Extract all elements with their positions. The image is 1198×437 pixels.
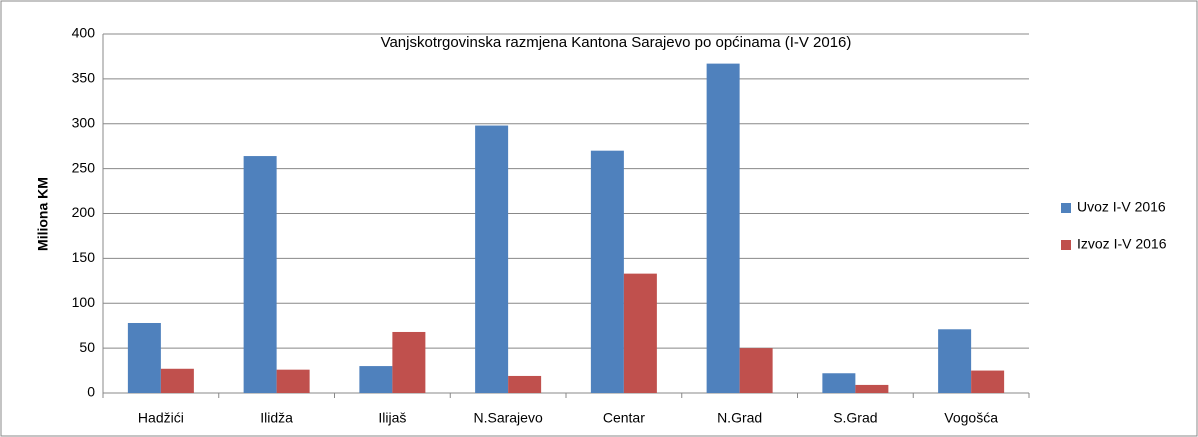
y-tick-label: 400 <box>72 25 96 41</box>
y-axis-title: Miliona KM <box>35 177 51 251</box>
y-tick-label: 300 <box>72 114 96 130</box>
bar <box>276 369 310 393</box>
y-tick-label: 200 <box>72 204 96 220</box>
legend-label: Uvoz I-V 2016 <box>1077 199 1166 215</box>
bar <box>822 373 856 393</box>
x-tick-label: Vogošća <box>944 410 998 426</box>
bar <box>590 150 624 393</box>
bar <box>739 348 773 393</box>
chart-title: Vanjskotrgovinska razmjena Kantona Saraj… <box>381 34 852 51</box>
y-tick-label: 350 <box>72 70 96 86</box>
bar <box>938 329 972 393</box>
y-tick-label: 50 <box>79 339 95 355</box>
bar <box>127 322 161 393</box>
y-tick-label: 100 <box>72 294 96 310</box>
bar <box>392 331 426 393</box>
x-tick-label: Centar <box>603 410 645 426</box>
bar <box>623 273 657 393</box>
legend-swatch <box>1061 240 1071 250</box>
legend-label: Izvoz I-V 2016 <box>1077 236 1167 252</box>
y-tick-label: 0 <box>87 384 95 400</box>
bar <box>475 125 509 394</box>
bar <box>243 156 277 393</box>
x-tick-label: N.Sarajevo <box>473 410 542 426</box>
y-tick-label: 150 <box>72 249 96 265</box>
x-tick-label: Ilijaš <box>378 410 406 426</box>
y-tick-label: 250 <box>72 159 96 175</box>
bar <box>160 368 194 393</box>
legend-swatch <box>1061 203 1071 213</box>
bar <box>508 375 542 393</box>
bar <box>706 63 740 394</box>
x-tick-label: N.Grad <box>717 410 762 426</box>
x-tick-label: Hadžići <box>138 410 184 426</box>
bar <box>855 384 889 393</box>
bar <box>971 370 1005 393</box>
x-tick-label: S.Grad <box>833 410 877 426</box>
bar <box>359 366 393 393</box>
x-tick-label: Ilidža <box>260 410 293 426</box>
